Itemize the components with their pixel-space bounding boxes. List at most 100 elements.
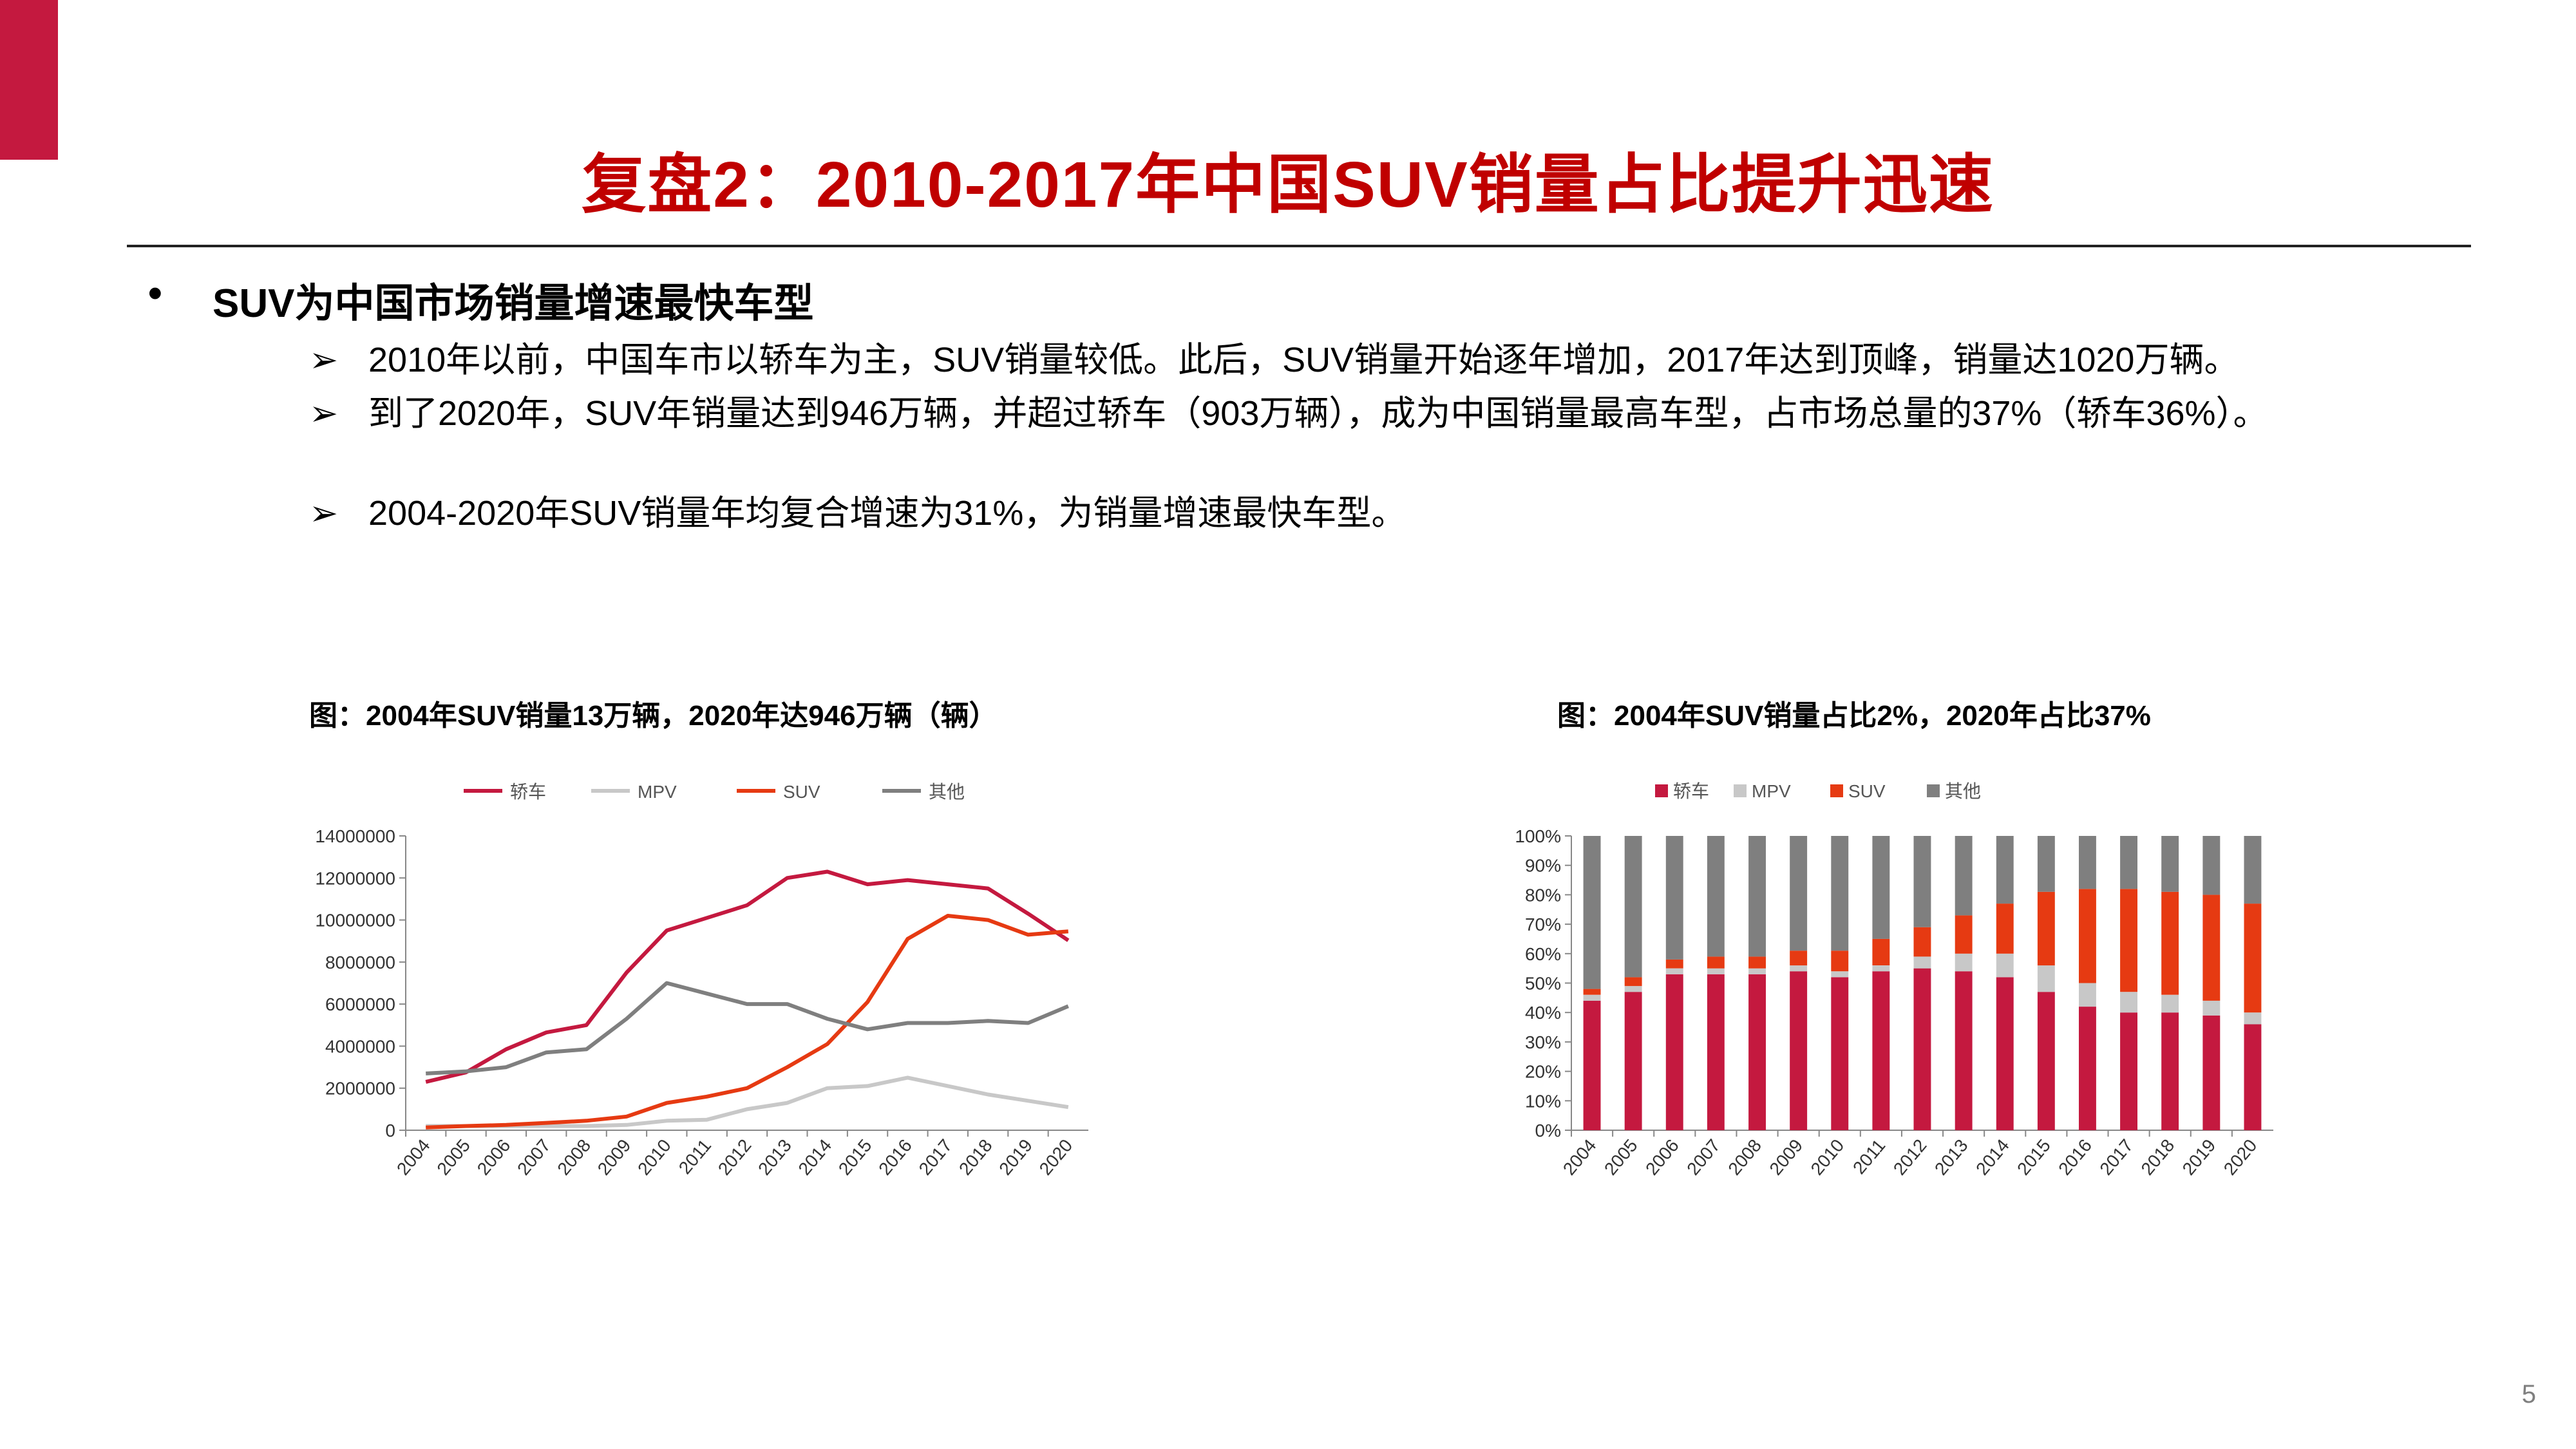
bar-segment-轿车 bbox=[1913, 968, 1931, 1130]
x-tick-label: 2014 bbox=[1972, 1135, 2013, 1179]
y-tick-label: 30% bbox=[1525, 1032, 1561, 1052]
bar-segment-SUV bbox=[1955, 915, 1973, 954]
x-tick-label: 2017 bbox=[915, 1135, 956, 1179]
bar-segment-SUV bbox=[1831, 951, 1849, 972]
bar-segment-轿车 bbox=[2037, 992, 2055, 1130]
y-tick-label: 10% bbox=[1525, 1091, 1561, 1111]
y-tick-label: 80% bbox=[1525, 885, 1561, 905]
bar-segment-SUV bbox=[2161, 891, 2179, 995]
x-tick-label: 2013 bbox=[1931, 1135, 1972, 1179]
x-tick-label: 2018 bbox=[2137, 1135, 2179, 1179]
x-tick-label: 2015 bbox=[2013, 1135, 2054, 1179]
bar-segment-轿车 bbox=[2161, 1012, 2179, 1130]
corner-accent-bar bbox=[0, 0, 58, 160]
page-number: 5 bbox=[2521, 1380, 2536, 1408]
x-tick-label: 2008 bbox=[1724, 1135, 1765, 1179]
x-tick-label: 2006 bbox=[1642, 1135, 1683, 1179]
bar-segment-其他 bbox=[1872, 836, 1890, 939]
main-bullet: • SUV为中国市场销量增速最快车型 bbox=[148, 270, 813, 328]
series-line-轿车 bbox=[425, 869, 1070, 1084]
page-title: 复盘2：2010-2017年中国SUV销量占比提升迅速 bbox=[582, 149, 1994, 221]
bar-segment-其他 bbox=[1707, 836, 1725, 957]
bar-segment-SUV bbox=[1624, 977, 1642, 987]
x-tick-label: 2019 bbox=[2179, 1135, 2220, 1179]
bar-segment-其他 bbox=[1831, 836, 1849, 951]
x-tick-label: 2013 bbox=[754, 1135, 795, 1179]
bar-segment-轿车 bbox=[1624, 992, 1642, 1130]
bar-segment-其他 bbox=[2120, 836, 2137, 889]
y-tick-label: 70% bbox=[1525, 914, 1561, 934]
bar-segment-其他 bbox=[1955, 836, 1973, 916]
x-tick-label: 2006 bbox=[473, 1135, 515, 1179]
bar-segment-轿车 bbox=[1831, 977, 1849, 1130]
legend-swatch bbox=[1734, 784, 1747, 797]
bar-segment-MPV bbox=[1707, 968, 1725, 974]
series-line-SUV bbox=[426, 914, 1069, 1130]
bar-segment-其他 bbox=[1748, 836, 1766, 957]
y-tick-label: 60% bbox=[1525, 944, 1561, 964]
y-tick-label: 14000000 bbox=[315, 826, 395, 846]
x-tick-label: 2010 bbox=[634, 1135, 675, 1179]
y-tick-label: 12000000 bbox=[315, 868, 395, 888]
bar-segment-轿车 bbox=[1996, 977, 2014, 1130]
bar-segment-MPV bbox=[1996, 953, 2014, 978]
bar-segment-SUV bbox=[1872, 938, 1890, 965]
legend-label: SUV bbox=[1848, 781, 1886, 801]
bar-segment-其他 bbox=[1583, 836, 1601, 989]
bar-segment-MPV bbox=[2202, 1000, 2221, 1016]
x-tick-label: 2018 bbox=[955, 1135, 996, 1179]
point-3: ➢ 2004-2020年SUV销量年均复合增速为31%，为销量增速最快车型。 bbox=[309, 488, 2344, 538]
x-tick-label: 2012 bbox=[714, 1135, 755, 1179]
bar-segment-MPV bbox=[1955, 953, 1973, 972]
y-tick-label: 8000000 bbox=[325, 952, 395, 972]
y-tick-label: 50% bbox=[1525, 974, 1561, 994]
bar-segment-SUV bbox=[1996, 904, 2014, 954]
bar-segment-MPV bbox=[2037, 965, 2055, 992]
bar-segment-其他 bbox=[1913, 836, 1931, 927]
x-tick-label: 2012 bbox=[1889, 1135, 1931, 1179]
bar-segment-其他 bbox=[2161, 836, 2179, 892]
legend-label: 其他 bbox=[929, 782, 965, 802]
y-tick-label: 0 bbox=[385, 1121, 395, 1141]
bar-segment-MPV bbox=[1748, 968, 1766, 974]
point-text: 2004-2020年SUV销量年均复合增速为31%，为销量增速最快车型。 bbox=[368, 494, 1406, 533]
bar-segment-MPV bbox=[1583, 994, 1601, 1001]
bar-segment-轿车 bbox=[1872, 971, 1890, 1130]
bar-segment-其他 bbox=[1665, 836, 1683, 960]
x-tick-label: 2009 bbox=[594, 1135, 635, 1179]
legend-swatch bbox=[1927, 784, 1940, 797]
bar-segment-MPV bbox=[1872, 965, 1890, 972]
bar-segment-其他 bbox=[2244, 836, 2262, 904]
arrow-bullet-icon: ➢ bbox=[309, 494, 339, 533]
bar-segment-轿车 bbox=[2244, 1024, 2262, 1130]
bar-segment-MPV bbox=[1831, 971, 1849, 978]
bar-segment-其他 bbox=[2079, 836, 2096, 889]
bar-segment-MPV bbox=[2079, 983, 2096, 1007]
bar-segment-MPV bbox=[2161, 994, 2179, 1013]
bar-segment-其他 bbox=[1790, 836, 1808, 951]
bar-segment-MPV bbox=[1665, 968, 1683, 974]
x-tick-label: 2020 bbox=[1036, 1135, 1077, 1179]
legend-label: 轿车 bbox=[1673, 781, 1709, 801]
bar-segment-其他 bbox=[1996, 836, 2014, 904]
line-chart: 轿车 MPV SUV 其他 0 2000000 4000000 6000000 8000000 1… bbox=[315, 782, 1088, 1179]
y-tick-label: 4000000 bbox=[325, 1036, 395, 1056]
bar-segment-轿车 bbox=[1748, 974, 1766, 1130]
bar-segment-SUV bbox=[2244, 904, 2262, 1013]
bar-segment-轿车 bbox=[1955, 971, 1973, 1130]
bar-segment-SUV bbox=[1748, 956, 1766, 969]
legend-label: 其他 bbox=[1945, 781, 1981, 801]
bar-segment-SUV bbox=[1913, 927, 1931, 957]
legend-label: MPV bbox=[1752, 781, 1791, 801]
y-tick-label: 40% bbox=[1525, 1003, 1561, 1023]
x-tick-label: 2017 bbox=[2096, 1135, 2137, 1179]
x-tick-label: 2007 bbox=[513, 1135, 554, 1179]
bar-segment-其他 bbox=[2202, 836, 2221, 895]
legend-swatch bbox=[1655, 784, 1668, 797]
legend-swatch bbox=[1830, 784, 1843, 797]
x-tick-label: 2005 bbox=[433, 1135, 474, 1179]
legend-label: MPV bbox=[638, 782, 677, 802]
x-tick-label: 2005 bbox=[1600, 1135, 1642, 1179]
x-tick-label: 2015 bbox=[835, 1135, 876, 1179]
arrow-bullet-icon: ➢ bbox=[309, 341, 339, 379]
